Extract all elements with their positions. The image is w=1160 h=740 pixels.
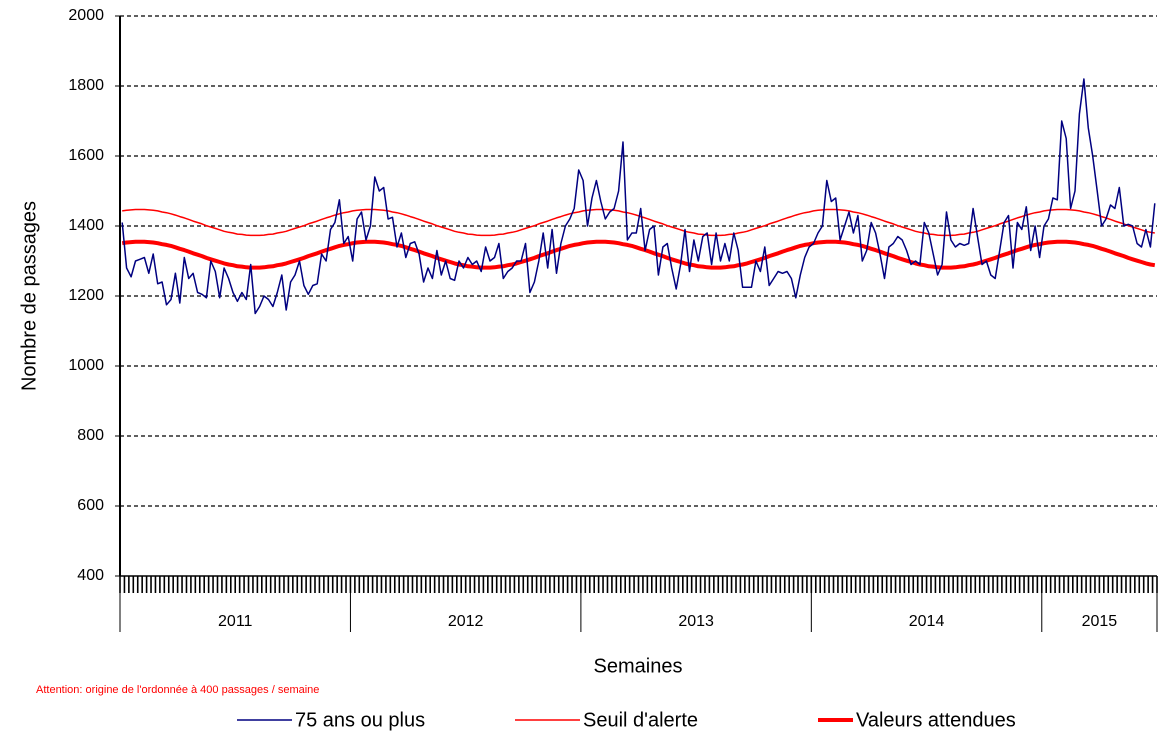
x-group-label: 2015 [1082, 613, 1118, 630]
x-axis-title: Semaines [594, 655, 683, 677]
legend-label: Valeurs attendues [856, 709, 1016, 731]
y-tick-label: 1800 [68, 77, 104, 94]
y-tick-label: 1000 [68, 357, 104, 374]
legend-label: Seuil d'alerte [583, 709, 698, 731]
y-tick-label: 800 [77, 427, 104, 444]
y-tick-label: 400 [77, 567, 104, 584]
y-tick-label: 2000 [68, 7, 104, 24]
y-tick-label: 1600 [68, 147, 104, 164]
y-tick-label: 600 [77, 497, 104, 514]
x-group-label: 2014 [909, 613, 945, 630]
series-line [121, 78, 1156, 315]
y-tick-label: 1400 [68, 217, 104, 234]
x-group-label: 2011 [218, 613, 253, 630]
legend-label: 75 ans ou plus [295, 709, 425, 731]
annotation: Attention: origine de l'ordonnée à 400 p… [36, 684, 319, 696]
y-tick-label: 1200 [68, 287, 104, 304]
series-line [122, 208, 1155, 237]
x-group-label: 2013 [678, 613, 714, 630]
y-axis-title: Nombre de passages [18, 201, 40, 391]
x-group-label: 2012 [448, 613, 484, 630]
series-line [121, 239, 1156, 270]
